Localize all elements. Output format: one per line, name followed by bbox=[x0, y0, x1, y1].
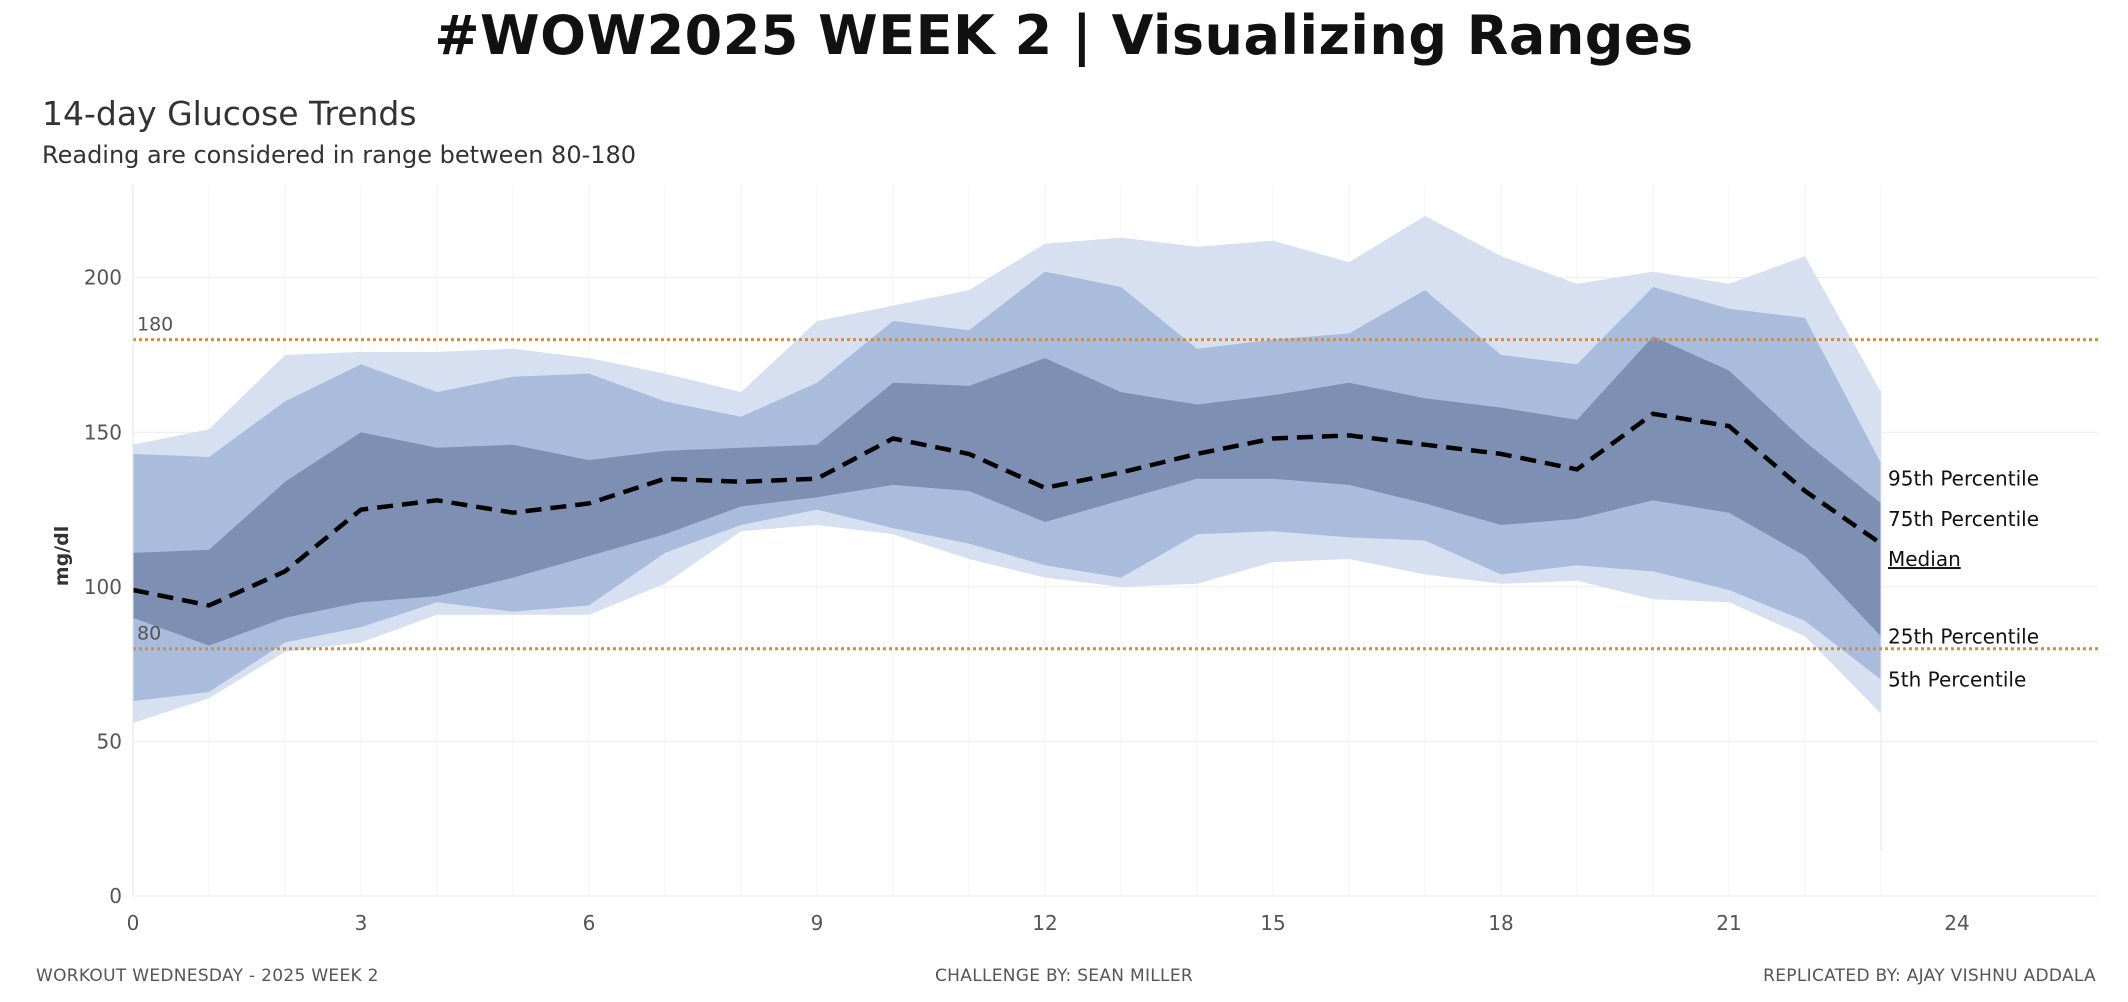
x-tick-label-6: 6 bbox=[583, 911, 596, 935]
reference-label-80: 80 bbox=[137, 623, 161, 645]
band-label-5th-percentile: 5th Percentile bbox=[1888, 668, 2026, 692]
footer-left: WORKOUT WEDNESDAY - 2025 WEEK 2 bbox=[36, 966, 379, 986]
chart-subtitle: Reading are considered in range between … bbox=[42, 141, 637, 169]
percentile-bands bbox=[133, 215, 1882, 850]
reference-lines: 180 80 bbox=[133, 314, 2098, 651]
footer-center: CHALLENGE BY: SEAN MILLER bbox=[935, 966, 1193, 986]
x-tick-label-21: 21 bbox=[1716, 911, 1741, 935]
reference-label-180: 180 bbox=[137, 314, 173, 336]
band-label-median: Median bbox=[1888, 547, 1961, 571]
x-tick-label-12: 12 bbox=[1032, 911, 1057, 935]
band-label-75th-percentile: 75th Percentile bbox=[1888, 507, 2039, 531]
band-label-25th-percentile: 25th Percentile bbox=[1888, 624, 2039, 648]
band-interquartile bbox=[133, 336, 1881, 646]
band-labels: 95th Percentile 75th Percentile Median 25th… bbox=[1888, 467, 2039, 692]
axes: 0 3 6 9 12 15 18 21 24 0 50 100 150 200 mg/dl bbox=[51, 185, 1970, 935]
band-label-95th-percentile: 95th Percentile bbox=[1888, 467, 2039, 491]
x-tick-label-15: 15 bbox=[1260, 911, 1285, 935]
median-line-group bbox=[132, 411, 1883, 608]
y-axis-title: mg/dl bbox=[51, 526, 73, 586]
x-tick-label-3: 3 bbox=[355, 911, 368, 935]
x-tick-label-24: 24 bbox=[1944, 911, 1969, 935]
y-tick-label-0: 0 bbox=[109, 884, 122, 908]
y-tick-label-200: 200 bbox=[84, 266, 122, 290]
x-tick-label-18: 18 bbox=[1488, 911, 1513, 935]
page-title: #WOW2025 WEEK 2 | Visualizing Ranges bbox=[434, 4, 1694, 67]
y-tick-label-100: 100 bbox=[84, 575, 122, 599]
y-tick-label-150: 150 bbox=[84, 420, 122, 444]
chart-title: 14-day Glucose Trends bbox=[42, 94, 417, 133]
y-tick-label-50: 50 bbox=[97, 729, 122, 753]
x-tick-label-9: 9 bbox=[811, 911, 824, 935]
footer-right: REPLICATED BY: AJAY VISHNU ADDALA bbox=[1763, 966, 2096, 986]
median-line bbox=[132, 411, 1883, 608]
x-tick-label-0: 0 bbox=[127, 911, 140, 935]
